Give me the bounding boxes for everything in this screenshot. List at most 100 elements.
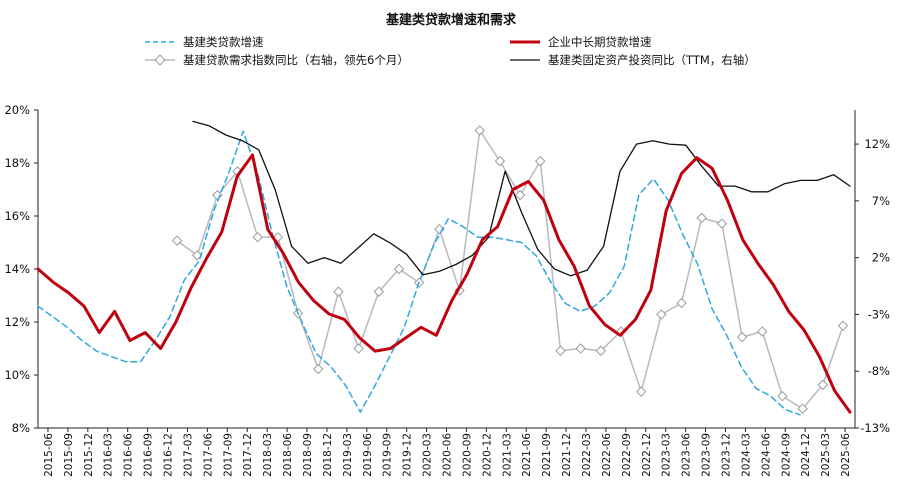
data-point — [676, 297, 687, 309]
legend-item: 企业中长期贷款增速 — [510, 35, 652, 49]
x-tick-label: 2018-03 — [262, 433, 274, 477]
x-tick-label: 2021-06 — [521, 433, 533, 477]
legend-label: 基建类贷款增速 — [183, 35, 264, 49]
x-tick-label: 2016-06 — [123, 433, 135, 477]
series-line — [36, 153, 852, 414]
data-point — [252, 231, 263, 243]
data-point — [757, 326, 768, 337]
data-point — [575, 343, 586, 354]
x-tick-label: 2022-06 — [601, 433, 613, 477]
right-tick-label: 2% — [872, 251, 890, 265]
x-axis-ticks: 2015-06 2015-09 2015-12 2016-03 2016-06 2016-… — [43, 428, 852, 477]
x-tick-label: 2020-12 — [481, 433, 493, 477]
x-tick-label: 2020-03 — [422, 433, 434, 477]
x-tick-label: 2024-06 — [760, 433, 772, 477]
x-tick-label: 2015-09 — [63, 433, 75, 477]
x-tick-label: 2015-06 — [43, 433, 55, 477]
data-point — [535, 155, 546, 167]
x-tick-label: 2022-09 — [621, 433, 633, 477]
x-tick-label: 2018-12 — [322, 433, 334, 477]
x-tick-label: 2019-09 — [382, 433, 394, 477]
data-point — [555, 345, 566, 357]
x-tick-label: 2019-03 — [342, 433, 354, 477]
left-tick-label: 12% — [4, 315, 30, 329]
data-point — [696, 212, 707, 224]
data-point — [514, 189, 526, 201]
legend-label: 基建贷款需求指数同比（右轴，领先6个月） — [183, 53, 409, 67]
data-point — [635, 386, 647, 397]
data-point — [353, 343, 364, 354]
left-tick-label: 18% — [4, 156, 30, 170]
left-tick-label: 16% — [4, 209, 30, 223]
x-tick-label: 2019-06 — [362, 433, 374, 477]
data-point — [474, 125, 485, 136]
right-tick-label: -3% — [868, 307, 890, 321]
x-tick-label: 2025-06 — [840, 433, 852, 477]
left-tick-label: 8% — [12, 421, 30, 435]
x-tick-label: 2021-03 — [501, 433, 513, 477]
right-axis-ticks: -13% -8% -3% 2% 7% 12% — [855, 137, 890, 435]
legend-item: 基建类固定资产投资同比（TTM，右轴） — [510, 53, 756, 67]
x-tick-label: 2015-12 — [83, 433, 95, 477]
x-tick-label: 2023-09 — [701, 433, 713, 477]
series-line — [192, 120, 851, 277]
x-tick-label: 2016-09 — [143, 433, 155, 477]
x-tick-label: 2020-06 — [442, 433, 454, 477]
data-point — [313, 363, 324, 375]
data-point — [373, 286, 385, 297]
x-tick-label: 2020-09 — [461, 433, 473, 477]
right-tick-label: 12% — [864, 137, 890, 151]
data-point — [595, 345, 607, 357]
data-point — [777, 390, 788, 402]
data-point — [797, 403, 808, 414]
data-point — [716, 218, 728, 229]
legend-label: 企业中长期贷款增速 — [548, 35, 652, 49]
data-point — [494, 155, 506, 167]
x-tick-label: 2022-03 — [581, 433, 593, 477]
data-point — [837, 320, 849, 332]
left-tick-label: 14% — [4, 262, 30, 276]
x-tick-label: 2023-12 — [720, 433, 732, 477]
data-point — [817, 379, 829, 391]
legend-item: 基建贷款需求指数同比（右轴，领先6个月） — [145, 53, 409, 67]
series-layer — [36, 120, 852, 416]
x-tick-label: 2017-12 — [242, 433, 254, 477]
legend-label: 基建类固定资产投资同比（TTM，右轴） — [548, 53, 756, 67]
x-tick-label: 2024-09 — [780, 433, 792, 477]
x-tick-label: 2018-09 — [302, 433, 314, 477]
x-tick-label: 2017-06 — [202, 433, 214, 477]
x-tick-label: 2021-09 — [541, 433, 553, 477]
x-tick-label: 2021-12 — [561, 433, 573, 477]
x-tick-label: 2022-12 — [641, 433, 653, 477]
data-point — [736, 331, 748, 343]
x-tick-label: 2023-03 — [661, 433, 673, 477]
x-tick-label: 2024-03 — [740, 433, 752, 477]
series-line — [176, 129, 844, 410]
left-axis-ticks: 8% 10% 12% 14% 16% 18% 20% — [4, 103, 38, 435]
x-tick-label: 2017-09 — [222, 433, 234, 477]
left-tick-label: 10% — [4, 368, 30, 382]
chart-title: 基建类贷款增速和需求 — [385, 12, 517, 28]
data-point — [333, 286, 344, 297]
x-tick-label: 2025-03 — [820, 433, 832, 477]
series-line — [37, 130, 801, 416]
x-tick-label: 2016-03 — [103, 433, 115, 477]
legend-marker — [154, 54, 166, 66]
right-tick-label: 7% — [872, 194, 890, 208]
x-tick-label: 2017-03 — [182, 433, 194, 477]
right-tick-label: -13% — [860, 421, 890, 435]
x-tick-label: 2024-12 — [800, 433, 812, 477]
legend: 基建类贷款增速 企业中长期贷款增速 基建贷款需求指数同比（右轴，领先6个月） 基… — [145, 35, 756, 67]
left-tick-label: 20% — [4, 103, 30, 117]
right-tick-label: -8% — [868, 364, 890, 378]
data-point — [171, 235, 183, 246]
data-point — [393, 263, 405, 275]
x-tick-label: 2018-06 — [282, 433, 294, 477]
x-tick-label: 2023-06 — [681, 433, 693, 477]
data-point — [656, 309, 667, 320]
x-tick-label: 2016-12 — [163, 433, 175, 477]
legend-item: 基建类贷款增速 — [145, 35, 264, 49]
x-tick-label: 2019-12 — [402, 433, 414, 477]
